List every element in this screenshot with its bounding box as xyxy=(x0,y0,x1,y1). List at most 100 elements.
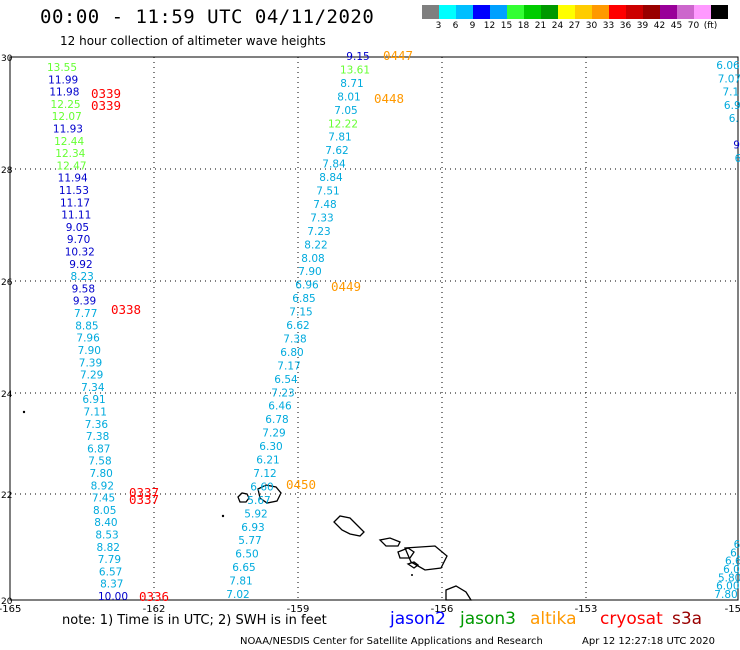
track-middle-value: 5.77 xyxy=(238,535,261,547)
track-middle-value: 6.50 xyxy=(235,549,258,561)
pass-time-label: 0339 xyxy=(91,86,121,101)
track-right-bottom-value: 6. xyxy=(730,547,740,559)
satellite-s3a-label: s3a xyxy=(672,609,703,629)
legend-label: 30 xyxy=(585,21,598,31)
track-middle-value: 7.12 xyxy=(253,468,276,480)
legend-swatch xyxy=(439,5,456,19)
legend-label: 33 xyxy=(602,21,615,31)
y-tick-label: 20 xyxy=(1,597,13,607)
track-left-value: 7.34 xyxy=(81,382,105,394)
track-right-value: 6.06 xyxy=(716,60,740,72)
footer-note: note: 1) Time is in UTC; 2) SWH is in fe… xyxy=(62,613,327,628)
track-right-value: 9 xyxy=(733,140,740,152)
track-left-value: 12.34 xyxy=(55,148,85,160)
island-outline xyxy=(333,515,365,537)
legend-swatch xyxy=(456,5,473,19)
track-left-value: 7.38 xyxy=(86,431,109,443)
track-left-value: 8.85 xyxy=(75,320,98,332)
island-outline xyxy=(378,537,401,547)
legend-swatch xyxy=(694,5,711,19)
track-middle-value: 7.81 xyxy=(229,576,252,588)
legend-swatch xyxy=(541,5,558,19)
track-middle-value: 6.93 xyxy=(241,522,264,534)
track-right-bottom-value: 6.6 xyxy=(725,556,740,568)
track-left-value: 7.36 xyxy=(85,419,109,431)
pass-time-label: 0339 xyxy=(91,98,121,113)
legend-swatch xyxy=(575,5,592,19)
track-left-value: 12.25 xyxy=(51,99,81,111)
track-left-value: 7.90 xyxy=(78,345,101,357)
track-left-value: 10.32 xyxy=(65,247,95,259)
track-left-value: 12.07 xyxy=(52,111,82,123)
track-middle-value: 7.81 xyxy=(328,132,351,144)
track-left-value: 11.94 xyxy=(58,173,88,185)
track-left-value: 8.82 xyxy=(97,542,120,554)
track-middle-value: 7.02 xyxy=(226,589,249,601)
satellite-jason3-label: jason3 xyxy=(460,609,516,629)
track-middle-value: 7.51 xyxy=(316,186,339,198)
track-right-value: 6 xyxy=(735,153,740,165)
legend-label: 70 xyxy=(687,21,700,31)
pass-time-label: 0337 xyxy=(129,485,159,500)
legend-label: 42 xyxy=(653,21,666,31)
track-right-value: 6.9 xyxy=(724,100,740,112)
track-middle-value: 6.65 xyxy=(232,562,255,574)
pass-time-label: 0336 xyxy=(139,589,169,604)
x-tick-label: -150 xyxy=(725,604,740,615)
legend-label: 39 xyxy=(636,21,649,31)
island-outline xyxy=(397,547,415,559)
legend-label: 12 xyxy=(483,21,496,31)
track-middle-value: 6.30 xyxy=(259,441,282,453)
track-middle-value: 7.29 xyxy=(262,428,285,440)
legend-label: 3 xyxy=(435,21,442,31)
track-left-value: 7.39 xyxy=(79,357,102,369)
satellite-altika-label: altika xyxy=(530,609,577,629)
track-middle-value: 6.60 xyxy=(250,481,273,493)
islet-dot xyxy=(221,514,225,518)
pass-time-label: 0450 xyxy=(286,477,316,492)
islet-dot xyxy=(22,410,26,414)
y-tick-label: 28 xyxy=(1,166,13,176)
island-outline xyxy=(445,585,473,601)
y-tick-label: 22 xyxy=(1,491,12,501)
track-left-value: 11.53 xyxy=(59,185,89,197)
track-left-value: 8.37 xyxy=(100,579,123,591)
legend-label: 9 xyxy=(469,21,476,31)
track-right-bottom-value: 6 xyxy=(734,539,740,551)
track-left-value: 6.57 xyxy=(99,566,122,578)
track-left-value: 8.40 xyxy=(94,517,117,529)
track-middle-value: 7.62 xyxy=(325,145,348,157)
map-frame xyxy=(9,56,739,601)
track-left-value: 9.05 xyxy=(66,222,89,234)
pass-time-label: 0448 xyxy=(374,91,404,106)
track-middle-value: 8.71 xyxy=(340,78,363,90)
track-left-value: 7.77 xyxy=(74,308,97,320)
track-middle-value: 6.46 xyxy=(268,401,292,413)
track-right-bottom-value: 6.0 xyxy=(723,564,740,576)
y-tick-label: 24 xyxy=(1,390,13,400)
track-left-value: 6.91 xyxy=(82,394,105,406)
page-subtitle: 12 hour collection of altimeter wave hei… xyxy=(60,34,326,48)
x-tick-label: -156 xyxy=(431,604,454,615)
timestamp-text: Apr 12 12:27:18 UTC 2020 xyxy=(582,636,715,647)
track-left-value: 7.79 xyxy=(98,554,121,566)
legend-swatch xyxy=(609,5,626,19)
track-middle-value: 7.84 xyxy=(322,159,346,171)
legend-swatch xyxy=(626,5,643,19)
track-left-value: 7.96 xyxy=(76,333,100,345)
legend-swatch xyxy=(558,5,575,19)
pass-time-label: 0338 xyxy=(111,302,141,317)
track-left-value: 11.17 xyxy=(60,197,90,209)
track-right-value: 7.07 xyxy=(718,73,740,85)
legend-swatch xyxy=(660,5,677,19)
satellite-jason2-label: jason2 xyxy=(390,609,446,629)
track-middle-value: 7.33 xyxy=(310,212,333,224)
satellite-cryosat-label: cryosat xyxy=(600,609,663,629)
legend-swatch xyxy=(490,5,507,19)
pass-time-label: 0449 xyxy=(331,279,361,294)
track-right-value: 6. xyxy=(729,113,739,125)
legend-swatch xyxy=(524,5,541,19)
track-left-value: 7.29 xyxy=(80,370,103,382)
